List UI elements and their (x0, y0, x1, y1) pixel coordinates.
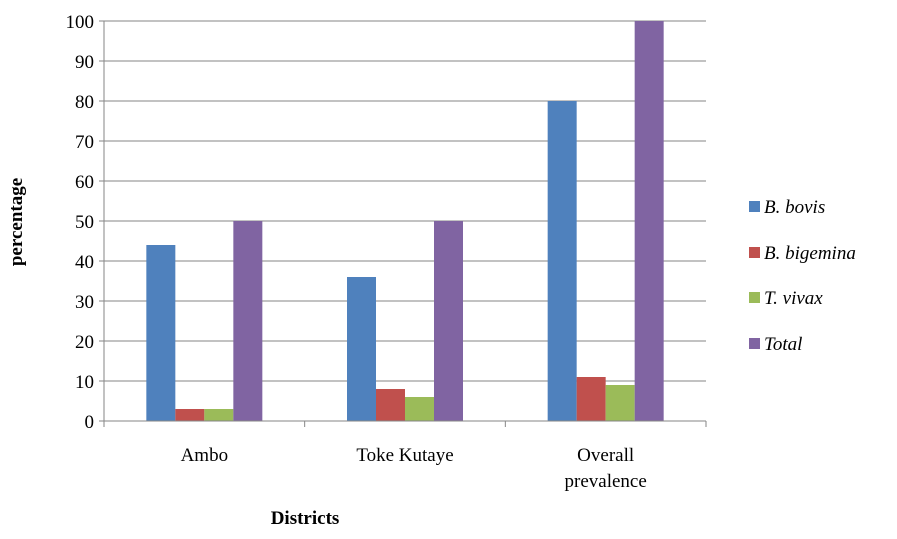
legend: B. bovis B. bigemina T. vivax Total (749, 197, 856, 355)
y-axis-title: percentage (6, 178, 27, 266)
bar (605, 385, 635, 421)
legend-label: B. bovis (764, 197, 825, 218)
bar (547, 101, 577, 421)
legend-swatch (749, 247, 760, 258)
y-tick-label: 20 (75, 332, 94, 353)
bar (146, 245, 176, 421)
y-tick-label: 60 (75, 172, 94, 193)
y-tick-label: 100 (66, 12, 95, 33)
x-category-labels: Ambo Toke Kutaye Overall prevalence (181, 445, 647, 492)
y-tick-label: 40 (75, 252, 94, 273)
x-category-label: Overall (577, 445, 634, 466)
y-tick-label: 10 (75, 372, 94, 393)
bar (576, 377, 606, 421)
legend-swatch (749, 201, 760, 212)
legend-swatch (749, 292, 760, 303)
x-axis-title: Districts (271, 508, 340, 529)
bar (634, 21, 664, 421)
y-tick-labels: 0 10 20 30 40 50 60 70 80 90 100 (66, 12, 95, 433)
axes (99, 20, 707, 427)
legend-swatch (749, 338, 760, 349)
y-tick-label: 50 (75, 212, 94, 233)
bar (204, 409, 234, 421)
bar (233, 221, 263, 421)
legend-label: Total (764, 334, 802, 355)
gridlines (104, 20, 706, 382)
x-category-label: prevalence (565, 471, 647, 492)
legend-label: B. bigemina (764, 243, 856, 264)
bar (347, 277, 376, 421)
bar (405, 397, 434, 421)
bars (146, 21, 664, 421)
y-tick-label: 0 (85, 412, 95, 433)
bar (376, 389, 405, 421)
bar (434, 221, 463, 421)
y-tick-label: 80 (75, 92, 94, 113)
y-tick-label: 90 (75, 52, 94, 73)
x-category-label: Toke Kutaye (356, 445, 453, 466)
y-tick-label: 30 (75, 292, 94, 313)
x-category-label: Ambo (181, 445, 229, 466)
bar (175, 409, 205, 421)
legend-label: T. vivax (764, 288, 823, 309)
y-tick-label: 70 (75, 132, 94, 153)
